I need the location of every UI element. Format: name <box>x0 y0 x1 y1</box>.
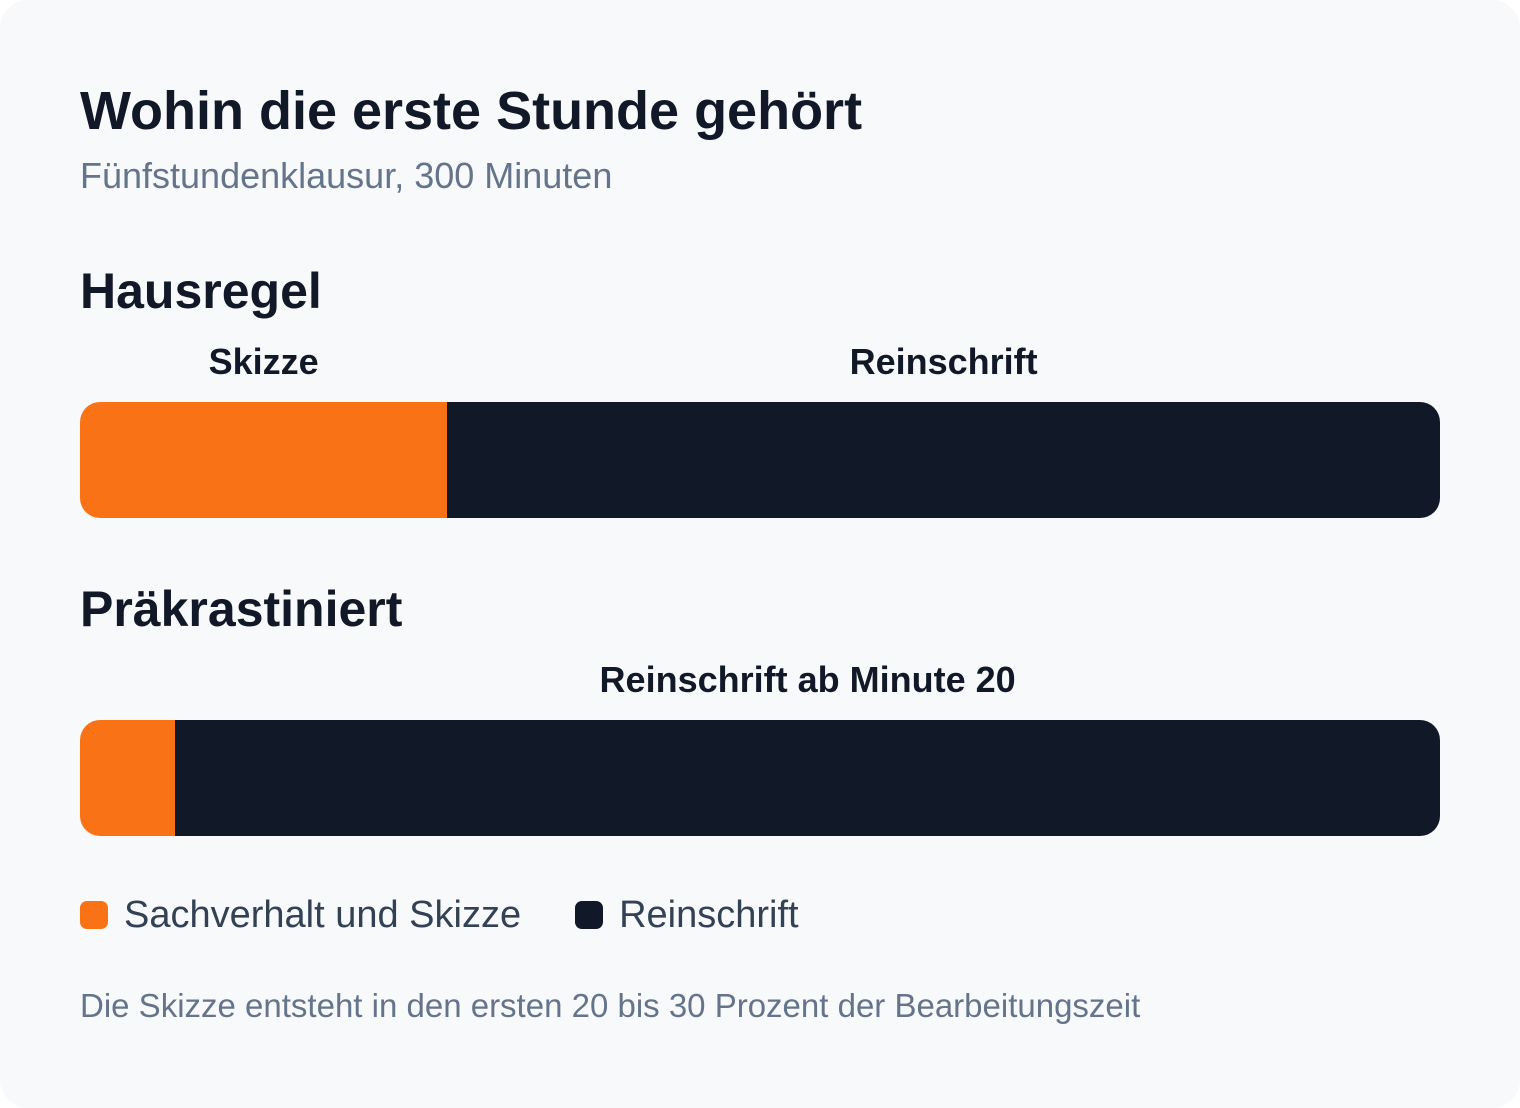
legend: Sachverhalt und Skizze Reinschrift <box>80 892 853 938</box>
segment-label: Reinschrift <box>849 341 1038 382</box>
segment-label: Skizze <box>208 341 319 382</box>
legend-swatch-reinschrift <box>575 901 604 929</box>
legend-label-reinschrift: Reinschrift <box>619 894 799 936</box>
footnote: Die Skizze entsteht in den ersten 20 bis… <box>80 987 1141 1024</box>
legend-item-reinschrift: Reinschrift <box>575 892 799 938</box>
legend-label-skizze: Sachverhalt und Skizze <box>124 894 522 936</box>
bar-heading-hausregel: Hausregel <box>80 263 322 319</box>
segment-label: Reinschrift ab Minute 20 <box>599 659 1016 700</box>
stacked-bar-praekrastiniert <box>80 720 1440 836</box>
bar-segment <box>80 720 176 836</box>
bar-segment <box>80 402 448 518</box>
chart-title: Wohin die erste Stunde gehört <box>80 81 863 141</box>
bar-heading-praekrastiniert: Präkrastiniert <box>80 581 403 637</box>
bar-segment <box>175 720 1440 836</box>
stacked-bar-hausregel <box>80 402 1440 518</box>
bar-segment <box>447 402 1440 518</box>
chart-subtitle: Fünfstundenklausur, 300 Minuten <box>80 155 613 196</box>
legend-swatch-skizze <box>80 901 108 929</box>
legend-item-skizze: Sachverhalt und Skizze <box>80 892 521 938</box>
